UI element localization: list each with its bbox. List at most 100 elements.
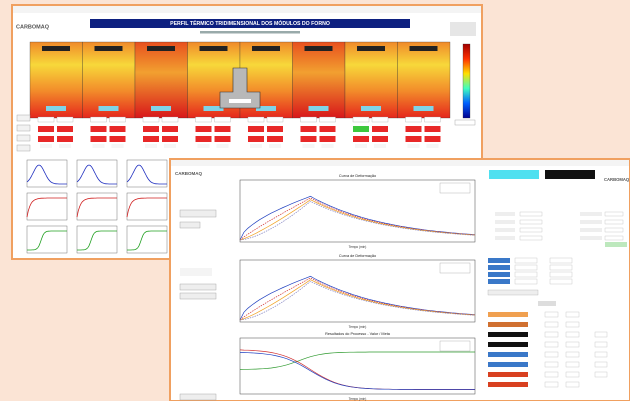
status	[372, 126, 388, 132]
field	[565, 381, 580, 388]
module-button[interactable]	[256, 106, 276, 111]
blue-label	[488, 265, 510, 270]
module-button[interactable]	[413, 106, 434, 111]
field	[495, 220, 515, 224]
top-button[interactable]	[489, 170, 539, 179]
status	[319, 136, 336, 142]
heatmap-module	[134, 41, 188, 119]
colored-label	[488, 382, 528, 387]
plot-curve	[239, 200, 476, 241]
status	[405, 126, 422, 132]
field	[407, 144, 420, 148]
field	[514, 264, 538, 271]
mini-curve	[126, 197, 167, 218]
field	[544, 351, 559, 358]
field	[544, 381, 559, 388]
panel-button[interactable]	[179, 209, 217, 218]
field	[59, 144, 71, 148]
panel-button[interactable]	[179, 393, 217, 401]
field	[604, 211, 624, 217]
mini-curve	[77, 230, 117, 251]
field	[580, 220, 602, 224]
side-button[interactable]	[16, 144, 31, 152]
side-button[interactable]	[16, 114, 31, 122]
field	[145, 144, 157, 148]
heatmap-module	[29, 41, 83, 119]
module-button[interactable]	[361, 106, 381, 111]
furnace-label	[229, 99, 251, 103]
field	[549, 264, 573, 271]
module-button[interactable]	[98, 106, 119, 111]
field	[426, 144, 439, 148]
panel-button[interactable]	[179, 221, 201, 229]
top-button[interactable]	[545, 170, 595, 179]
field	[544, 361, 559, 368]
colored-label	[488, 362, 528, 367]
field	[594, 341, 608, 348]
mini-curve	[27, 230, 67, 251]
module-label	[304, 46, 333, 51]
status	[300, 126, 317, 132]
field	[161, 116, 179, 123]
status	[195, 126, 212, 132]
field	[319, 116, 336, 123]
side-button[interactable]	[16, 134, 31, 142]
field	[37, 116, 55, 123]
plot-legend	[439, 340, 471, 352]
blue-label	[488, 272, 510, 277]
plot-curve	[239, 277, 476, 321]
status	[248, 126, 264, 132]
panel-button[interactable]	[179, 292, 217, 300]
field	[565, 311, 580, 318]
logo: CARBOMAQ	[16, 24, 50, 30]
status	[353, 126, 369, 132]
module-label	[94, 46, 123, 51]
module-label	[252, 46, 280, 51]
plot-title: Curva de Deformação	[339, 254, 376, 258]
field	[266, 116, 284, 123]
field	[604, 219, 624, 225]
field	[352, 116, 370, 123]
panel-button[interactable]	[487, 289, 539, 296]
side-button[interactable]	[16, 124, 31, 132]
field	[565, 371, 580, 378]
status	[195, 136, 212, 142]
status	[162, 136, 178, 142]
field	[594, 371, 608, 378]
field	[216, 144, 229, 148]
field	[605, 242, 627, 247]
plot-curve	[239, 280, 476, 321]
colored-label	[488, 322, 528, 327]
field	[519, 227, 543, 233]
status	[267, 126, 283, 132]
mini-curve	[76, 197, 117, 218]
field	[565, 341, 580, 348]
heatmap-module	[397, 41, 451, 119]
field	[580, 212, 602, 216]
field	[424, 116, 441, 123]
mini-curve	[76, 164, 117, 185]
header-button[interactable]	[538, 301, 556, 306]
module-button[interactable]	[46, 106, 66, 111]
panel-button[interactable]	[179, 283, 217, 291]
title-banner	[90, 19, 410, 28]
plot-legend	[439, 262, 471, 274]
subtitle	[200, 31, 300, 34]
side-button[interactable]	[454, 119, 476, 126]
field	[302, 144, 315, 148]
field	[300, 116, 317, 123]
module-button[interactable]	[203, 106, 224, 111]
mini-plot	[126, 225, 168, 254]
field	[580, 236, 602, 240]
module-label	[409, 46, 438, 51]
field	[544, 311, 559, 318]
status	[424, 126, 441, 132]
x-axis-label: Tempo (min)	[349, 325, 367, 329]
x-axis-label: Tempo (min)	[349, 245, 367, 249]
module-button[interactable]	[151, 106, 171, 111]
module-button[interactable]	[308, 106, 329, 111]
field	[549, 278, 573, 285]
mini-plot	[126, 159, 168, 188]
